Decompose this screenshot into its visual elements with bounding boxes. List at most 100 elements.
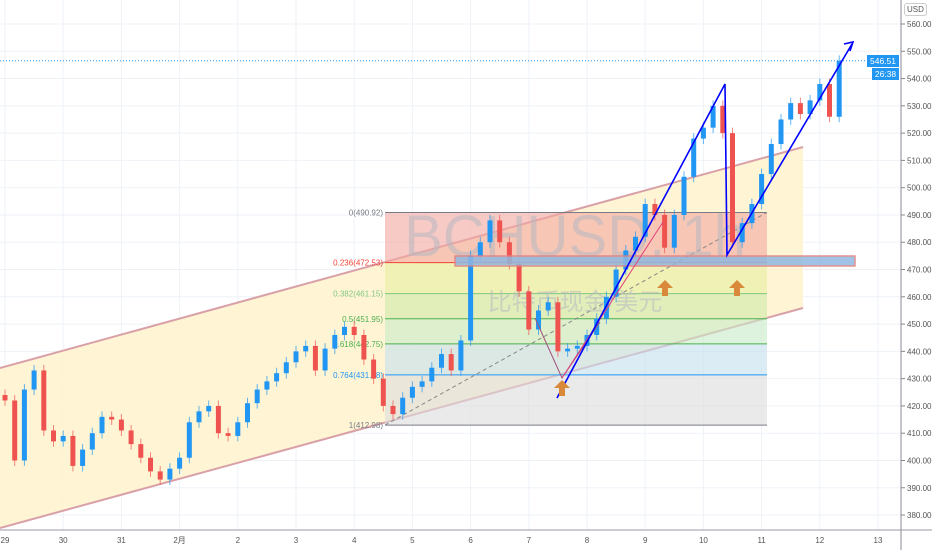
candle-body (51, 430, 56, 442)
candle-body (545, 302, 551, 311)
fib-level-label: 0.236(472.53) (333, 259, 383, 268)
candle-body (497, 220, 503, 243)
candle-body (186, 422, 192, 458)
x-tick-label: 6 (468, 536, 473, 545)
y-tick-label: 450.00 (907, 320, 932, 329)
y-tick-label: 520.00 (907, 129, 932, 138)
x-tick-label: 13 (874, 536, 883, 545)
candle-body (836, 60, 842, 117)
candle-body (768, 144, 774, 175)
candle-body (128, 430, 134, 445)
candle-body (817, 84, 823, 101)
candle-body (662, 214, 668, 248)
candle-body (574, 345, 580, 349)
candles (2, 55, 842, 486)
candle-body (99, 416, 105, 434)
candle-body (118, 419, 124, 431)
candle-body (264, 381, 270, 390)
candle-body (506, 242, 512, 265)
candle-body (671, 214, 677, 248)
candle-body (177, 457, 183, 469)
y-tick-label: 550.00 (907, 47, 932, 56)
fib-band (385, 262, 767, 294)
candle-body (322, 348, 328, 371)
fib-level-label: 0(490.92) (349, 208, 384, 217)
y-tick-label: 440.00 (907, 347, 932, 356)
x-tick-label: 11 (757, 536, 766, 545)
drawings[interactable] (454, 40, 856, 399)
y-tick-label: 480.00 (907, 238, 932, 247)
fib-band (385, 293, 767, 319)
candle-body (167, 468, 173, 480)
up-arrow-icon (729, 280, 745, 296)
candle-body (274, 373, 280, 382)
candle-body (429, 367, 435, 382)
fib-retracement[interactable]: 0(490.92) 0.236(472.53) 0.382(461.15) 0.5(4… (333, 208, 768, 430)
y-tick-label: 560.00 (907, 20, 932, 29)
candle-body (148, 457, 153, 472)
candle-body (720, 105, 726, 134)
candle-body (361, 334, 367, 360)
y-tick-label: 400.00 (907, 456, 932, 465)
fib-band (385, 318, 767, 344)
candle-body (691, 138, 697, 177)
candle-body (613, 269, 619, 297)
y-tick-label: 390.00 (907, 484, 932, 493)
support-zone-rectangle (454, 255, 856, 267)
fib-trend-line (384, 212, 768, 426)
x-tick-label: 2月 (173, 536, 185, 545)
x-tick-label: 4 (352, 536, 357, 545)
candle-body (196, 411, 202, 423)
candle-body (681, 176, 687, 215)
fib-level-label: 0.382(461.15) (333, 290, 383, 299)
up-arrow-icon (657, 280, 673, 296)
candle-body (526, 291, 532, 330)
fib-level-label: 1(412.98) (349, 421, 384, 430)
fib-band (385, 374, 767, 426)
y-tick-label: 380.00 (907, 511, 932, 520)
candle-body (41, 370, 47, 431)
candle-body (400, 397, 406, 415)
y-tick-label: 410.00 (907, 429, 932, 438)
candle-body (12, 400, 18, 461)
fib-band (385, 212, 767, 263)
candle-body (516, 264, 522, 292)
candle-body (312, 345, 318, 371)
candle-body (458, 340, 464, 371)
candle-body (536, 310, 541, 330)
x-tick-label: 30 (59, 536, 68, 545)
x-tick-label: 12 (815, 536, 824, 545)
candle-body (409, 386, 415, 398)
currency-label[interactable]: USD (904, 3, 927, 16)
candle-body (342, 326, 347, 335)
candle-body (633, 236, 638, 251)
candle-body (807, 100, 813, 115)
candle-body (487, 220, 493, 243)
x-tick-label: 8 (585, 536, 590, 545)
candle-body (206, 405, 212, 412)
candle-body (419, 381, 425, 387)
candle-body (730, 133, 735, 243)
fib-level-label: 0.618(442.75) (333, 340, 383, 349)
x-tick-label: 2 (236, 536, 241, 545)
candle-body (351, 326, 357, 335)
candle-body (788, 103, 794, 120)
candle-body (138, 444, 144, 458)
candle-body (555, 302, 561, 352)
y-tick-label: 540.00 (907, 75, 932, 84)
candle-body (700, 127, 706, 139)
x-tick-label: 10 (699, 536, 708, 545)
description-watermark: 比特币现金/美元 (488, 289, 663, 316)
candle-body (283, 362, 289, 374)
candle-body (60, 435, 66, 442)
y-tick-label: 490.00 (907, 211, 932, 220)
candle-body (109, 416, 115, 420)
up-arrow-icon (554, 380, 570, 396)
candle-body (157, 471, 163, 480)
countdown-label: 26:38 (872, 68, 899, 80)
x-tick-label: 3 (294, 536, 299, 545)
candle-body (80, 449, 86, 466)
